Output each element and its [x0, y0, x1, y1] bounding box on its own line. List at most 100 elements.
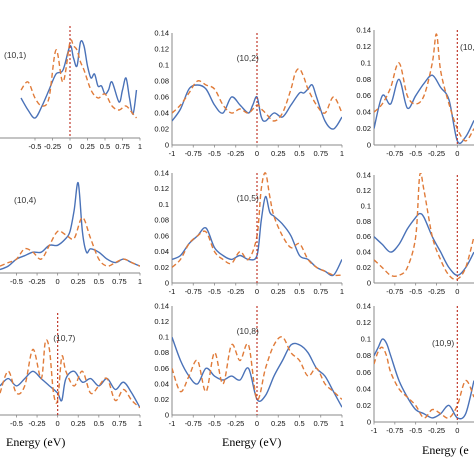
- dos-curve-dashed: [172, 172, 342, 277]
- x-tick-label: -0.5: [10, 419, 23, 428]
- x-tick-label: 0.75: [115, 142, 130, 151]
- x-tick-label: -0.75: [185, 287, 202, 296]
- y-tick-label: 0: [165, 411, 169, 420]
- y-tick-label: 0.14: [356, 302, 371, 311]
- y-tick-label: 0.02: [356, 124, 371, 133]
- dos-panel-5: 0 0.02 0.04 0.06 0.08 0.1 0.12 0.14 -1 -0.75 -0.5-…: [154, 169, 344, 297]
- x-axis-title-left: Energy (eV): [6, 435, 65, 449]
- x-tick-label: -0.25: [428, 149, 445, 158]
- x-tick-label: -0.75: [386, 426, 403, 435]
- x-tick-label: -1: [169, 419, 176, 428]
- y-tick-label: 0.08: [154, 216, 169, 225]
- x-tick-label: 0.25: [71, 419, 86, 428]
- panel-label: (10,4): [14, 195, 36, 205]
- y-tick-label: 0.12: [154, 45, 169, 54]
- y-tick-label: 0.06: [154, 231, 169, 240]
- dos-curve-solid: [374, 338, 474, 420]
- dos-panel-4: -0.5 -0.25 0 0.25 0.5 0.75 1 (10,4): [0, 182, 142, 286]
- x-tick-label: -0.25: [29, 277, 46, 286]
- y-tick-label: 0.1: [159, 200, 169, 209]
- x-tick-label: -0.5: [10, 277, 23, 286]
- x-tick-label: 1: [138, 142, 142, 151]
- x-tick-label: 0.75: [112, 277, 127, 286]
- y-tick-label: 0.12: [154, 184, 169, 193]
- y-tick-label: 0.14: [154, 29, 169, 38]
- x-tick-label: -0.25: [428, 287, 445, 296]
- x-tick-label: -0.75: [185, 149, 202, 158]
- dos-curve-solid: [374, 212, 474, 277]
- x-axis-title-middle: Energy (eV): [222, 435, 281, 449]
- x-tick-label: 1: [138, 419, 142, 428]
- panel-label: (10,2): [237, 53, 259, 63]
- dos-panel-8: 0 0.02 0.04 0.06 0.08 0.1 0.12 0.14 -1 -0.75 -0.5-…: [154, 302, 344, 429]
- x-tick-label: 0: [455, 287, 459, 296]
- y-tick-label: 0.08: [356, 217, 371, 226]
- x-tick-label: -0.5: [409, 426, 422, 435]
- panel-label: (10,: [460, 42, 474, 52]
- x-tick-label: 0.25: [80, 142, 95, 151]
- x-tick-label: 0.5: [294, 419, 304, 428]
- x-tick-label: -0.25: [227, 287, 244, 296]
- y-tick-label: 0.02: [154, 125, 169, 134]
- y-tick-label: 0.1: [361, 201, 371, 210]
- panel-label: (10,5): [237, 193, 259, 203]
- panel-label: (10,8): [237, 326, 259, 336]
- x-tick-label: 0.75: [313, 287, 328, 296]
- x-tick-label: -0.25: [29, 419, 46, 428]
- dos-curve-solid: [0, 370, 140, 409]
- y-tick-label: 0.1: [159, 333, 169, 342]
- x-tick-label: 1: [340, 149, 344, 158]
- dos-panel-3: 0 0.02 0.04 0.06 0.08 0.1 0.12 0.14 -0.75 -0.5 -0.…: [356, 26, 474, 158]
- x-tick-label: -0.75: [386, 149, 403, 158]
- y-tick-label: 0.04: [356, 248, 371, 257]
- y-tick-label: 0.02: [356, 263, 371, 272]
- y-tick-label: 0: [367, 141, 371, 150]
- y-tick-label: 0.04: [154, 109, 169, 118]
- y-tick-label: 0: [165, 279, 169, 288]
- x-tick-label: 0.5: [294, 149, 304, 158]
- y-tick-label: 0.1: [159, 61, 169, 70]
- panel-label: (10,7): [53, 333, 75, 343]
- x-tick-label: -1: [169, 149, 176, 158]
- x-tick-label: 1: [340, 287, 344, 296]
- panel-label: (10,9): [432, 338, 454, 348]
- x-axis-title-right: Energy (e: [422, 443, 469, 457]
- dos-curve-dashed: [0, 339, 140, 409]
- x-tick-label: 0: [56, 419, 60, 428]
- x-tick-label: 0: [56, 277, 60, 286]
- y-tick-label: 0.06: [154, 93, 169, 102]
- x-tick-label: -0.25: [44, 142, 61, 151]
- y-tick-label: 0.02: [356, 401, 371, 410]
- dos-curve-dashed: [374, 346, 474, 419]
- x-tick-label: -0.5: [409, 287, 422, 296]
- y-tick-label: 0: [367, 418, 371, 427]
- x-tick-label: 0.25: [71, 277, 86, 286]
- x-tick-label: 0: [255, 149, 259, 158]
- dos-curve-dashed: [374, 173, 474, 281]
- y-tick-label: 0.06: [154, 364, 169, 373]
- dos-curve-dashed: [374, 33, 474, 142]
- x-tick-label: -0.5: [29, 142, 42, 151]
- y-tick-label: 0.1: [361, 58, 371, 67]
- x-tick-label: -0.25: [428, 426, 445, 435]
- y-tick-label: 0: [165, 141, 169, 150]
- x-tick-label: -0.5: [208, 419, 221, 428]
- x-tick-label: 0: [255, 287, 259, 296]
- x-tick-label: 1: [340, 419, 344, 428]
- y-tick-label: 0.06: [356, 368, 371, 377]
- x-tick-label: 0.25: [271, 149, 286, 158]
- y-tick-label: 0.04: [356, 108, 371, 117]
- y-tick-label: 0.1: [361, 335, 371, 344]
- x-tick-label: -0.25: [227, 149, 244, 158]
- dos-panel-6: 0 0.02 0.04 0.06 0.08 0.1 0.12 0.14 -0.75 -0.5 -0.…: [356, 171, 474, 296]
- y-tick-label: 0.08: [356, 351, 371, 360]
- y-tick-label: 0.14: [154, 169, 169, 178]
- x-tick-label: 0.25: [271, 419, 286, 428]
- dos-curve-solid: [0, 182, 140, 271]
- y-tick-label: 0.02: [154, 263, 169, 272]
- panel-label: (10,1): [4, 50, 26, 60]
- dos-panel-7: -0.5 -0.25 0 0.25 0.5 0.75 1 (10,7): [0, 313, 142, 428]
- dos-panel-9: 0 0.02 0.04 0.06 0.08 0.1 0.12 0.14 -1 -0.75 -0.5-…: [356, 302, 474, 435]
- y-tick-label: 0.04: [154, 379, 169, 388]
